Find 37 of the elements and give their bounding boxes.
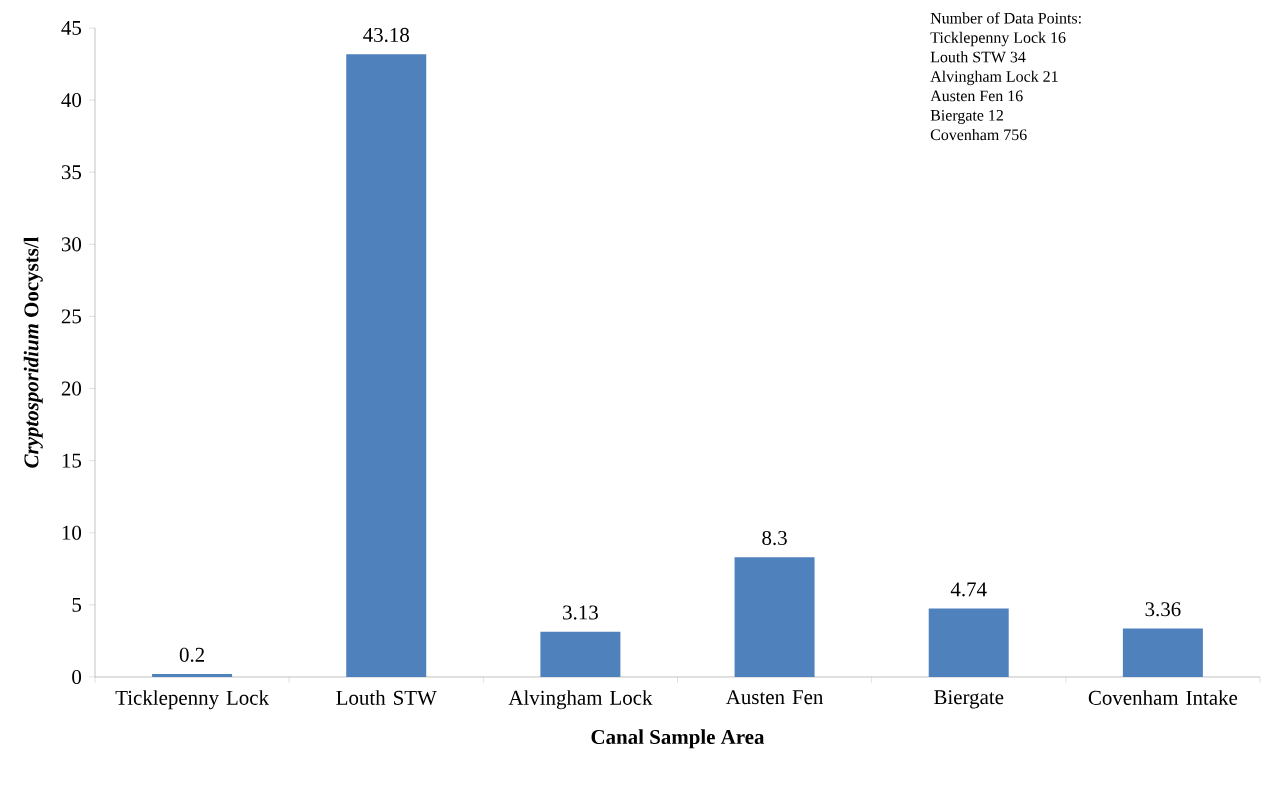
x-tick-label: Louth STW (336, 690, 437, 705)
annotation: Louth STW 34 (930, 51, 1026, 63)
bar (540, 631, 621, 677)
y-tick-label: 25 (61, 309, 82, 324)
bar (734, 557, 815, 677)
data-label: 4.74 (950, 582, 987, 597)
y-tick-label: 35 (61, 165, 82, 180)
bar (152, 674, 233, 677)
annotation: Alvingham Lock 21 (930, 70, 1058, 86)
y-tick-label: 15 (62, 453, 82, 468)
annotation: Covenham 756 (930, 128, 1027, 141)
text: Number of Data Points: (930, 12, 1081, 24)
x-tick-label: Ticklepenny Lock (115, 690, 270, 710)
y-tick-label: 5 (72, 597, 82, 612)
y-tick-label: 20 (61, 381, 82, 396)
data-label: 3.13 (563, 605, 598, 620)
data-label: 3.36 (1145, 602, 1181, 617)
data-label: 43.18 (363, 27, 409, 43)
y-axis-title: Cryptosporidium Oocysts/l (23, 236, 43, 468)
data-label: 8.3 (762, 530, 787, 546)
x-tick-label: Austen Fen (725, 690, 824, 705)
data-label: 0.2 (179, 647, 205, 662)
y-tick-label: 30 (61, 237, 82, 252)
y-tick-label: 0 (72, 669, 82, 685)
x-axis-title: Canal Sample Area (591, 729, 765, 749)
annotation: Biergate 12 (930, 110, 1003, 124)
y-tick-label: 40 (61, 93, 82, 108)
x-tick-label: Biergate (934, 690, 1004, 709)
bar (1122, 628, 1203, 677)
annotation: Austen Fen 16 (930, 90, 1023, 102)
x-tick-label: Alvingham Lock (508, 690, 653, 710)
bar (346, 54, 427, 677)
bar (928, 608, 1009, 677)
x-tick-label: Covenham Intake (1088, 690, 1238, 705)
annotation: Ticklepenny Lock 16 (930, 31, 1066, 47)
y-tick-label: 45 (61, 21, 82, 35)
y-tick-label: 10 (62, 525, 82, 540)
